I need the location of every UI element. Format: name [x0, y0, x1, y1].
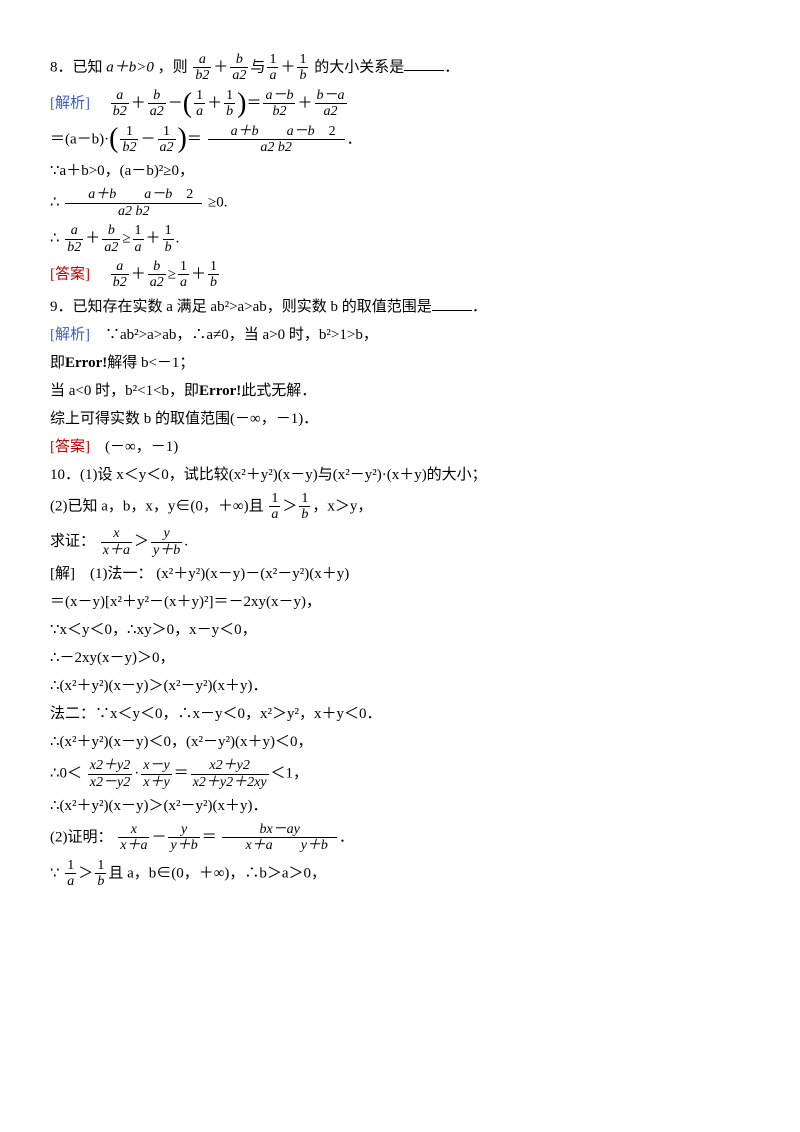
so: ∴: [50, 195, 60, 211]
f4: 1b: [224, 88, 235, 120]
q9-analysis2: 即Error!解得 b<－1；: [50, 351, 750, 375]
q10-sol-label: [解] (1)法一： (x²＋y²)(x－y)－(x²－y²)(x＋y): [50, 562, 750, 586]
f16: ba2: [148, 259, 166, 291]
q10-sol6: 法二：∵x＜y＜0，∴x－y＜0，x²＞y²，x＋y＜0．: [50, 702, 750, 726]
concl: ∴: [50, 230, 60, 246]
q8-analysis: [解析] ab2＋ba2－(1a＋1b)＝a－bb2＋b－aa2: [50, 88, 750, 120]
q9-ana2a: 即: [50, 355, 65, 371]
q8-concl: ∴ ab2＋ba2≥1a＋1b.: [50, 223, 750, 255]
f29: 1a: [65, 858, 76, 890]
q10-p2: (2)已知 a，b，x，y∈(0，＋∞)且 1a＞1b，x＞y，: [50, 491, 750, 523]
f3: 1a: [194, 88, 205, 120]
solution-label: [解]: [50, 566, 75, 582]
q9-analysis4: 综上可得实数 b 的取值范围(－∞，－1)．: [50, 407, 750, 431]
q10-sol1: (1)法一： (x²＋y²)(x－y)－(x²－y²)(x＋y): [90, 566, 349, 582]
f2: ba2: [148, 88, 166, 120]
q8-step2: ＝(a－b)·(1b2－1a2)＝ a＋b a－b 2 a2 b2．: [50, 124, 750, 156]
f24: x－yx＋y: [141, 758, 171, 790]
q8-so: ∴ a＋b a－b 2 a2 b2 ≥0.: [50, 187, 750, 219]
q10-pf1-text: (2)证明：: [50, 829, 113, 845]
frac-a-b2: ab2: [193, 52, 211, 84]
q10-p2b: ，x＞y，: [312, 498, 372, 514]
f17: 1a: [178, 259, 189, 291]
f18: 1b: [208, 259, 219, 291]
q9-ana3b: 此式无解．: [241, 383, 316, 399]
q10-sol4: ∴－2xy(x－y)＞0，: [50, 646, 750, 670]
f28: bx－ay x＋a y＋b: [222, 822, 336, 854]
q9-blank: [432, 295, 472, 311]
page-root: 8．已知 a＋b>0 ，则 ab2＋ba2与1a＋1b 的大小关系是． [解析]…: [0, 0, 800, 934]
q10-sol9: ∴(x²＋y²)(x－y)＞(x²－y²)(x＋y)．: [50, 794, 750, 818]
q10-p1: 10．(1)设 x＜y＜0，试比较(x²＋y²)(x－y)与(x²－y²)·(x…: [50, 463, 750, 487]
f8: 1a2: [158, 124, 176, 156]
f1: ab2: [111, 88, 129, 120]
q10-sol8a: ∴0＜: [50, 766, 82, 782]
q10-sol8: ∴0＜ x2＋y2x2－y2·x－yx＋y＝x2＋y2x2＋y2＋2xy＜1，: [50, 758, 750, 790]
analysis-label-2: [解析]: [50, 327, 90, 343]
q10-sol8b: ＜1，: [271, 766, 309, 782]
q10-p2c: 求证： xx＋a＞yy＋b.: [50, 526, 750, 558]
f13: 1a: [133, 223, 144, 255]
error-2: Error!: [199, 383, 241, 399]
f20: 1b: [299, 491, 310, 523]
f14: 1b: [163, 223, 174, 255]
f6: b－aa2: [315, 88, 347, 120]
f27: yy＋b: [168, 822, 199, 854]
ge0: ≥0.: [208, 195, 227, 211]
f15: ab2: [111, 259, 129, 291]
q10-pf2a: ∵: [50, 865, 60, 881]
frac-1-b: 1b: [297, 52, 308, 84]
q10-p2a: (2)已知 a，b，x，y∈(0，＋∞)且: [50, 498, 264, 514]
q9-analysis1: [解析] ∵ab²>a>ab，∴a≠0，当 a>0 时，b²>1>b，: [50, 323, 750, 347]
q9-answer: [答案] (－∞，－1): [50, 435, 750, 459]
q9-analysis3: 当 a<0 时，b²<1<b，即Error!此式无解．: [50, 379, 750, 403]
q9-stem: 9．已知存在实数 a 满足 ab²>a>ab，则实数 b 的取值范围是．: [50, 295, 750, 319]
frac-b-a2: ba2: [230, 52, 248, 84]
analysis-label: [解析]: [50, 95, 90, 111]
q8-stem-c: 的大小关系是: [314, 59, 404, 75]
answer-label-2: [答案]: [50, 439, 90, 455]
q9-ans: (－∞，－1): [105, 439, 178, 455]
f25: x2＋y2x2＋y2＋2xy: [191, 758, 269, 790]
f26: xx＋a: [118, 822, 149, 854]
q8-stem-a: 8．已知: [50, 59, 106, 75]
q10-sol5: ∴(x²＋y²)(x－y)＞(x²－y²)(x＋y)．: [50, 674, 750, 698]
f21: xx＋a: [101, 526, 132, 558]
f22: yy＋b: [151, 526, 182, 558]
q9-stem-text: 9．已知存在实数 a 满足 ab²>a>ab，则实数 b 的取值范围是: [50, 299, 432, 315]
q8-cond: a＋b>0: [106, 59, 154, 75]
q10-sol3: ∵x＜y＜0，∴xy＞0，x－y＜0，: [50, 618, 750, 642]
error-1: Error!: [65, 355, 107, 371]
q10-pf2: ∵ 1a＞1b且 a，b∈(0，＋∞)，∴b＞a＞0，: [50, 858, 750, 890]
q8-eq: ＝(a－b)·: [50, 131, 109, 147]
q8-answer: [答案] ab2＋ba2≥1a＋1b: [50, 259, 750, 291]
f30: 1b: [95, 858, 106, 890]
q10-p2c-text: 求证：: [50, 534, 95, 550]
q10-pf1: (2)证明： xx＋a－yy＋b＝ bx－ay x＋a y＋b ．: [50, 822, 750, 854]
f10: a＋b a－b 2 a2 b2: [65, 187, 202, 219]
f12: ba2: [102, 223, 120, 255]
f9: a＋b a－b 2 a2 b2: [208, 124, 345, 156]
q9-ana2b: 解得 b<－1；: [107, 355, 194, 371]
frac-1-a: 1a: [267, 52, 278, 84]
q8-blank: [404, 55, 444, 71]
f19: 1a: [269, 491, 280, 523]
q10-sol2: ＝(x－y)[x²＋y²－(x＋y)²]＝－2xy(x－y)，: [50, 590, 750, 614]
q8-because: ∵a＋b>0，(a－b)²≥0，: [50, 159, 750, 183]
q10-pf2b: 且 a，b∈(0，＋∞)，∴b＞a＞0，: [108, 865, 326, 881]
f11: ab2: [65, 223, 83, 255]
q9-ana3a: 当 a<0 时，b²<1<b，即: [50, 383, 199, 399]
answer-label: [答案]: [50, 266, 90, 282]
f7: 1b2: [120, 124, 138, 156]
q10-sol7: ∴(x²＋y²)(x－y)＜0，(x²－y²)(x＋y)＜0，: [50, 730, 750, 754]
q8-stem-b: ，则: [158, 59, 188, 75]
f5: a－bb2: [263, 88, 295, 120]
q8-stem: 8．已知 a＋b>0 ，则 ab2＋ba2与1a＋1b 的大小关系是．: [50, 52, 750, 84]
q9-ana1: ∵ab²>a>ab，∴a≠0，当 a>0 时，b²>1>b，: [105, 327, 378, 343]
f23: x2＋y2x2－y2: [88, 758, 132, 790]
